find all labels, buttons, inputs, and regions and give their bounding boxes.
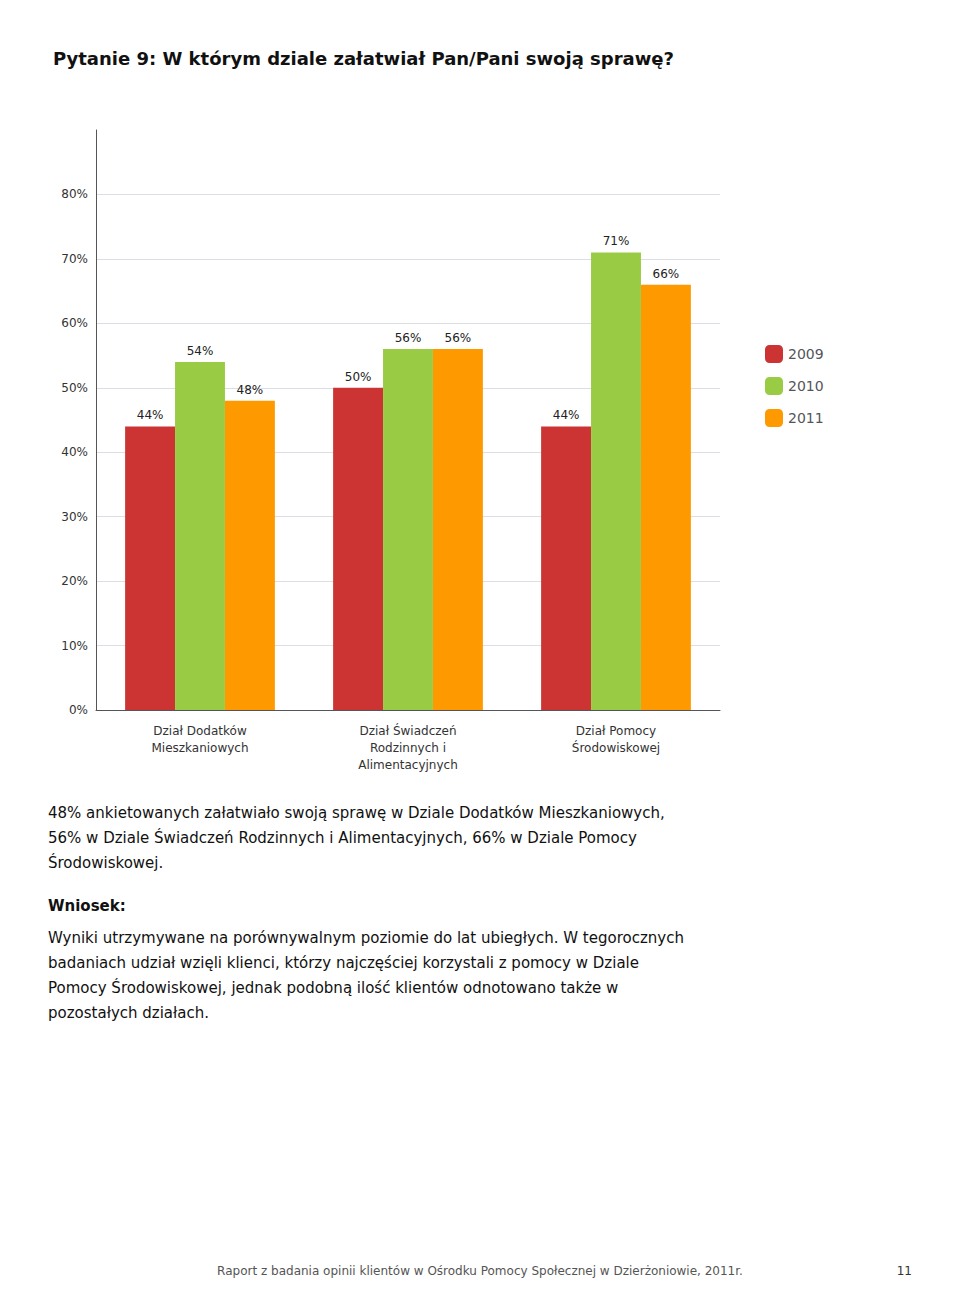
svg-text:80%: 80%	[61, 187, 88, 201]
svg-text:Dział Świadczeń: Dział Świadczeń	[359, 723, 456, 738]
svg-text:66%: 66%	[653, 267, 680, 281]
svg-text:Dział Pomocy: Dział Pomocy	[576, 724, 656, 738]
svg-text:2010: 2010	[788, 378, 824, 394]
svg-text:11: 11	[897, 1264, 912, 1278]
svg-text:70%: 70%	[61, 252, 88, 266]
svg-text:44%: 44%	[553, 408, 580, 422]
svg-text:71%: 71%	[603, 234, 630, 248]
svg-text:Środowiskowej: Środowiskowej	[572, 740, 660, 755]
svg-text:Wyniki utrzymywane na porównyw: Wyniki utrzymywane na porównywalnym pozi…	[48, 929, 684, 947]
svg-text:2009: 2009	[788, 346, 824, 362]
svg-text:56% w Dziale Świadczeń Rodzinn: 56% w Dziale Świadczeń Rodzinnych i Alim…	[48, 828, 637, 847]
svg-text:Alimentacyjnych: Alimentacyjnych	[358, 758, 458, 772]
svg-text:Mieszkaniowych: Mieszkaniowych	[151, 741, 248, 755]
svg-text:30%: 30%	[61, 510, 88, 524]
svg-text:44%: 44%	[137, 408, 164, 422]
svg-text:50%: 50%	[345, 370, 372, 384]
svg-text:2011: 2011	[788, 410, 824, 426]
svg-text:Rodzinnych i: Rodzinnych i	[370, 741, 446, 755]
svg-text:10%: 10%	[61, 639, 88, 653]
svg-text:60%: 60%	[61, 316, 88, 330]
svg-text:48%: 48%	[237, 383, 264, 397]
svg-text:50%: 50%	[61, 381, 88, 395]
svg-text:Raport z badania opinii klient: Raport z badania opinii klientów w Ośrod…	[217, 1264, 743, 1278]
svg-text:40%: 40%	[61, 445, 88, 459]
svg-text:20%: 20%	[61, 574, 88, 588]
svg-text:56%: 56%	[445, 331, 472, 345]
svg-text:54%: 54%	[187, 344, 214, 358]
svg-text:48% ankietowanych załatwiało s: 48% ankietowanych załatwiało swoją spraw…	[48, 804, 665, 822]
svg-text:56%: 56%	[395, 331, 422, 345]
svg-text:badaniach udział wzięli klienc: badaniach udział wzięli klienci, którzy …	[48, 954, 639, 972]
svg-text:Pomocy Środowiskowej, jednak p: Pomocy Środowiskowej, jednak podobną ilo…	[48, 978, 618, 997]
svg-text:Dział Dodatków: Dział Dodatków	[153, 724, 247, 738]
svg-text:Środowiskowej.: Środowiskowej.	[48, 853, 163, 872]
svg-text:pozostałych działach.: pozostałych działach.	[48, 1004, 209, 1022]
svg-text:Pytanie 9: W którym dziale zał: Pytanie 9: W którym dziale załatwiał Pan…	[53, 48, 674, 69]
svg-text:Wniosek:: Wniosek:	[48, 897, 126, 915]
svg-text:0%: 0%	[69, 703, 88, 717]
